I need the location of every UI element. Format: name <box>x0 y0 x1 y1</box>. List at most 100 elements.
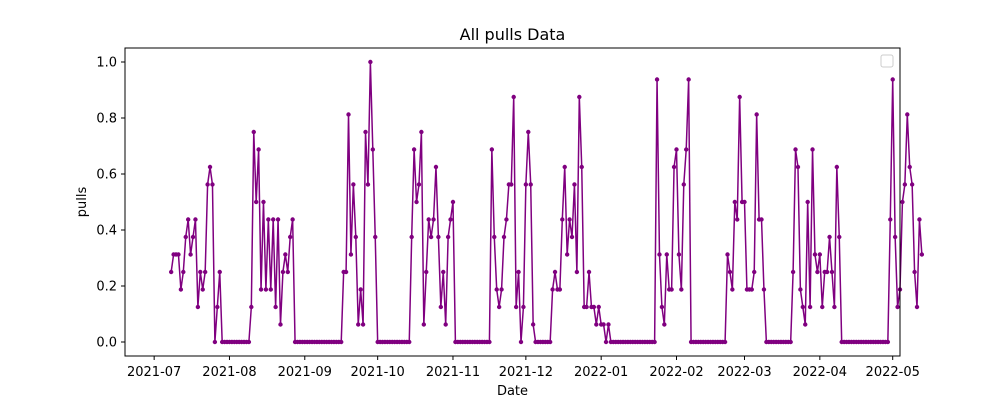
data-point <box>268 287 273 292</box>
data-point <box>290 217 295 222</box>
x-tick-label: 2022-05 <box>866 365 920 380</box>
data-point <box>727 269 733 275</box>
data-point <box>832 304 837 310</box>
data-point <box>569 234 575 240</box>
data-point <box>827 234 832 240</box>
data-point <box>892 234 898 240</box>
data-point <box>212 339 218 345</box>
data-point <box>800 304 806 310</box>
data-point <box>176 252 181 257</box>
data-point <box>803 322 808 327</box>
data-point <box>912 269 917 275</box>
data-point <box>730 287 735 292</box>
data-point <box>356 322 361 327</box>
data-point <box>487 339 492 345</box>
data-point <box>657 252 662 257</box>
data-point <box>577 94 582 100</box>
data-point <box>351 182 356 187</box>
data-point <box>492 234 497 240</box>
data-point <box>564 252 570 257</box>
data-point <box>586 269 592 275</box>
data-point <box>907 164 912 170</box>
data-point <box>679 287 684 292</box>
data-point <box>749 287 754 292</box>
data-point <box>528 182 533 187</box>
data-point <box>654 77 660 82</box>
data-point <box>363 129 368 135</box>
data-point <box>353 234 358 240</box>
data-point <box>684 147 689 152</box>
data-point <box>504 217 509 222</box>
data-point <box>676 252 682 257</box>
data-point <box>820 304 825 310</box>
data-point <box>579 164 584 170</box>
data-point <box>448 217 453 222</box>
data-point <box>370 147 376 152</box>
data-point <box>253 199 259 205</box>
x-tick-label: 2022-01 <box>574 365 628 380</box>
data-point <box>664 252 669 257</box>
y-tick-label: 0.4 <box>96 224 117 239</box>
data-point <box>521 304 526 310</box>
data-point <box>185 217 191 222</box>
data-point <box>725 252 730 257</box>
x-tick-label: 2022-02 <box>649 365 703 380</box>
data-point <box>246 339 252 345</box>
data-point <box>562 164 567 170</box>
data-point <box>261 199 266 205</box>
data-point <box>205 182 210 187</box>
data-point <box>419 129 424 135</box>
y-tick-label: 1.0 <box>96 56 117 71</box>
data-point <box>732 199 737 205</box>
data-point <box>547 339 553 345</box>
data-point <box>183 234 188 240</box>
data-point <box>373 234 378 240</box>
data-point <box>754 112 759 117</box>
data-point <box>788 339 793 345</box>
data-point <box>346 112 351 117</box>
data-point <box>190 234 196 240</box>
data-point <box>681 182 686 187</box>
data-point <box>795 164 801 170</box>
x-tick-label: 2021-08 <box>202 365 256 380</box>
y-axis: 0.0 0.2 0.4 0.6 0.8 1.0 <box>96 56 125 351</box>
data-point <box>198 269 203 275</box>
data-point <box>917 217 922 222</box>
data-point <box>722 339 728 345</box>
data-point <box>919 252 925 257</box>
data-point <box>659 304 665 310</box>
data-point <box>526 129 531 135</box>
x-axis: 2021-07 2021-08 2021-09 2021-10 2021-11 2021-… <box>127 356 920 380</box>
data-point <box>752 269 757 275</box>
data-point <box>790 269 796 275</box>
data-point <box>436 234 441 240</box>
x-tick-label: 2022-03 <box>717 365 771 380</box>
data-point <box>409 234 414 240</box>
data-point <box>914 304 920 310</box>
x-tick-label: 2021-12 <box>499 365 553 380</box>
data-point <box>759 217 764 222</box>
data-point <box>178 287 184 292</box>
data-point <box>428 234 434 240</box>
data-point <box>834 164 840 170</box>
data-point <box>601 322 606 327</box>
data-point <box>411 147 417 152</box>
data-point <box>358 287 363 292</box>
data-point <box>812 252 818 257</box>
data-point <box>421 322 427 327</box>
data-point <box>195 304 201 310</box>
data-point <box>343 269 349 275</box>
data-point <box>909 182 915 187</box>
data-point <box>181 269 186 275</box>
data-point <box>669 287 674 292</box>
data-point <box>596 304 601 310</box>
y-axis-title: pulls <box>75 187 90 218</box>
data-point <box>516 269 521 275</box>
data-point <box>902 182 908 187</box>
data-point <box>674 147 679 152</box>
data-point <box>200 287 205 292</box>
data-point <box>671 164 677 170</box>
data-point <box>365 182 371 187</box>
y-tick-label: 0.8 <box>96 112 117 127</box>
